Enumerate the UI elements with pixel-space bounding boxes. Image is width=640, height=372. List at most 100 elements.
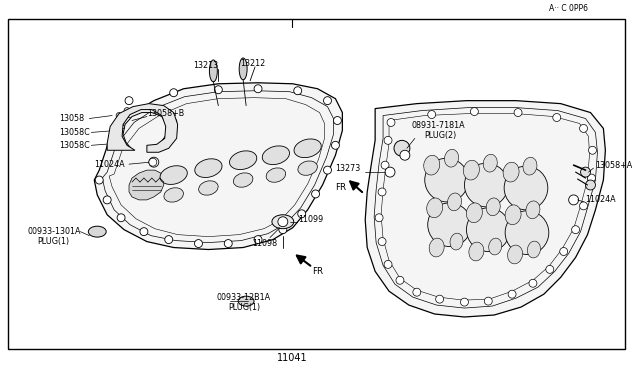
Ellipse shape	[427, 198, 443, 218]
Circle shape	[332, 141, 339, 149]
Ellipse shape	[88, 226, 106, 237]
Ellipse shape	[523, 157, 537, 175]
Ellipse shape	[266, 168, 285, 182]
Text: PLUG(1): PLUG(1)	[38, 237, 70, 246]
Circle shape	[378, 188, 386, 196]
Circle shape	[560, 247, 568, 256]
Circle shape	[140, 228, 148, 235]
Circle shape	[333, 116, 341, 125]
Ellipse shape	[160, 166, 188, 185]
Text: 11041: 11041	[277, 353, 307, 363]
Circle shape	[572, 226, 580, 234]
Circle shape	[569, 195, 579, 205]
Ellipse shape	[447, 193, 461, 211]
Circle shape	[461, 298, 468, 306]
Circle shape	[588, 174, 595, 182]
Text: 13058: 13058	[60, 114, 84, 123]
Text: 13058C: 13058C	[60, 128, 90, 137]
Text: 00933-12B1A: 00933-12B1A	[216, 293, 271, 302]
Ellipse shape	[450, 233, 463, 250]
Ellipse shape	[483, 154, 497, 172]
Circle shape	[117, 214, 125, 222]
Circle shape	[504, 166, 548, 210]
Circle shape	[580, 167, 591, 177]
Polygon shape	[365, 101, 605, 317]
Circle shape	[170, 89, 178, 97]
Circle shape	[508, 290, 516, 298]
Circle shape	[384, 260, 392, 268]
Ellipse shape	[445, 149, 459, 167]
Circle shape	[428, 203, 472, 247]
Ellipse shape	[486, 198, 500, 216]
Circle shape	[116, 113, 122, 119]
Ellipse shape	[503, 162, 519, 182]
Circle shape	[118, 119, 124, 125]
Text: 13058+A: 13058+A	[595, 161, 633, 170]
Text: 13273: 13273	[335, 164, 361, 173]
Ellipse shape	[463, 160, 479, 180]
Circle shape	[381, 161, 389, 169]
Circle shape	[254, 235, 262, 244]
Circle shape	[164, 235, 173, 244]
Circle shape	[384, 137, 392, 144]
Circle shape	[214, 86, 222, 94]
Circle shape	[428, 110, 436, 119]
Polygon shape	[94, 83, 342, 250]
Circle shape	[387, 119, 395, 126]
Text: 08931-7181A: 08931-7181A	[412, 121, 465, 130]
Text: 00933-1301A: 00933-1301A	[28, 227, 81, 236]
Circle shape	[465, 163, 508, 207]
Circle shape	[514, 109, 522, 116]
Circle shape	[375, 214, 383, 222]
Ellipse shape	[505, 205, 521, 225]
Ellipse shape	[238, 296, 254, 306]
Text: 13058C: 13058C	[60, 141, 90, 150]
Ellipse shape	[508, 245, 523, 264]
Circle shape	[125, 97, 133, 105]
Ellipse shape	[467, 203, 483, 223]
Ellipse shape	[527, 241, 540, 258]
Text: FR: FR	[312, 267, 324, 276]
Circle shape	[505, 211, 549, 254]
Circle shape	[103, 196, 111, 204]
Ellipse shape	[198, 181, 218, 195]
Ellipse shape	[294, 139, 321, 158]
Circle shape	[324, 97, 332, 105]
Circle shape	[413, 288, 420, 296]
Ellipse shape	[429, 238, 444, 257]
Circle shape	[149, 158, 157, 166]
Ellipse shape	[469, 242, 484, 261]
Ellipse shape	[262, 146, 289, 164]
Circle shape	[436, 295, 444, 303]
Circle shape	[396, 276, 404, 284]
Text: 13212: 13212	[240, 60, 266, 68]
Ellipse shape	[234, 173, 253, 187]
Text: FR: FR	[335, 183, 347, 192]
Circle shape	[124, 108, 130, 113]
Ellipse shape	[526, 201, 540, 219]
Circle shape	[254, 85, 262, 93]
Circle shape	[400, 150, 410, 160]
Circle shape	[95, 176, 103, 184]
Ellipse shape	[209, 60, 218, 82]
Ellipse shape	[230, 151, 257, 170]
Circle shape	[385, 167, 395, 177]
Circle shape	[546, 265, 554, 273]
Text: 13058+B: 13058+B	[147, 109, 184, 118]
Circle shape	[484, 297, 492, 305]
Text: 11098: 11098	[252, 239, 277, 248]
Circle shape	[580, 202, 588, 210]
Ellipse shape	[239, 58, 247, 80]
Ellipse shape	[272, 215, 294, 229]
Ellipse shape	[424, 155, 440, 175]
Text: 11099: 11099	[298, 215, 323, 224]
Circle shape	[378, 238, 386, 246]
Circle shape	[470, 108, 478, 116]
Circle shape	[279, 226, 287, 234]
Circle shape	[298, 210, 306, 218]
Polygon shape	[107, 104, 178, 152]
Circle shape	[425, 158, 468, 202]
Circle shape	[586, 180, 595, 190]
Circle shape	[278, 217, 288, 227]
Ellipse shape	[298, 161, 317, 175]
